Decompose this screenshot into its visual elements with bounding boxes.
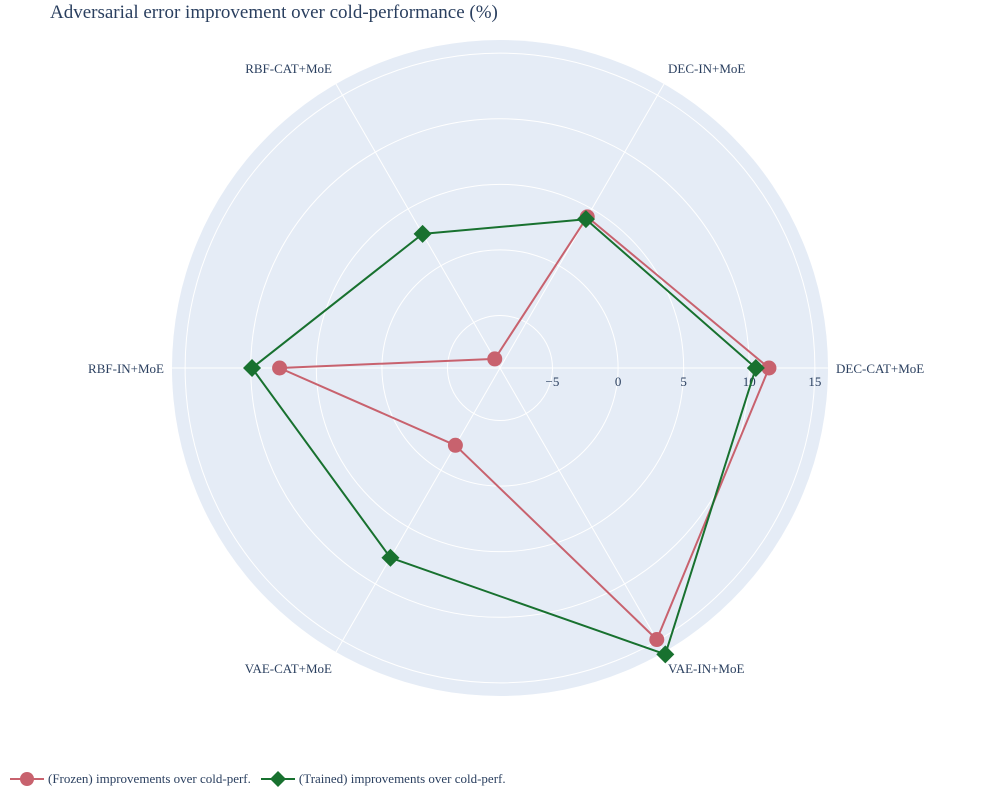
angular-axis-label: DEC-CAT+MoE: [836, 361, 924, 376]
radial-tick-label: 5: [680, 374, 687, 389]
angular-axis-label: RBF-CAT+MoE: [245, 61, 332, 76]
data-point[interactable]: [656, 645, 675, 664]
series-traces: [243, 209, 777, 664]
legend: (Frozen) improvements over cold-perf. (T…: [10, 768, 516, 790]
data-point[interactable]: [381, 548, 400, 567]
angular-gridline: [499, 367, 665, 653]
data-point[interactable]: [447, 437, 463, 453]
angular-gridline: [335, 367, 501, 653]
legend-item-trained[interactable]: (Trained) improvements over cold-perf.: [260, 769, 506, 789]
legend-swatch-trained: [260, 771, 295, 787]
angular-axis-labels: DEC-CAT+MoE DEC-IN+MoE RBF-CAT+MoE RBF-IN+M…: [88, 61, 924, 676]
data-point[interactable]: [761, 360, 777, 376]
data-point[interactable]: [487, 351, 503, 367]
data-point[interactable]: [576, 210, 595, 229]
radial-axis-ticks: −5 0 5 10 15: [546, 374, 822, 389]
angular-axis-label: VAE-IN+MoE: [668, 661, 744, 676]
legend-swatch-frozen: [10, 772, 44, 786]
legend-item-frozen[interactable]: (Frozen) improvements over cold-perf.: [10, 769, 251, 789]
radial-tick-label: 15: [808, 374, 821, 389]
data-point[interactable]: [243, 359, 262, 377]
radial-tick-label: 0: [615, 374, 622, 389]
series-trained: [243, 210, 765, 664]
angular-axis-label: VAE-CAT+MoE: [245, 661, 332, 676]
data-point[interactable]: [746, 359, 765, 377]
chart-title: Adversarial error improvement over cold-…: [50, 2, 498, 23]
angular-axis-label: DEC-IN+MoE: [668, 61, 745, 76]
data-point[interactable]: [272, 360, 288, 376]
angular-gridline: [335, 83, 501, 369]
data-point[interactable]: [649, 632, 665, 648]
angular-axis-label: RBF-IN+MoE: [88, 361, 164, 376]
legend-label-frozen: (Frozen) improvements over cold-perf.: [48, 771, 251, 786]
data-point[interactable]: [413, 224, 432, 243]
polar-grid: [172, 52, 828, 684]
legend-label-trained: (Trained) improvements over cold-perf.: [298, 771, 506, 786]
radial-tick-label: −5: [546, 374, 560, 389]
